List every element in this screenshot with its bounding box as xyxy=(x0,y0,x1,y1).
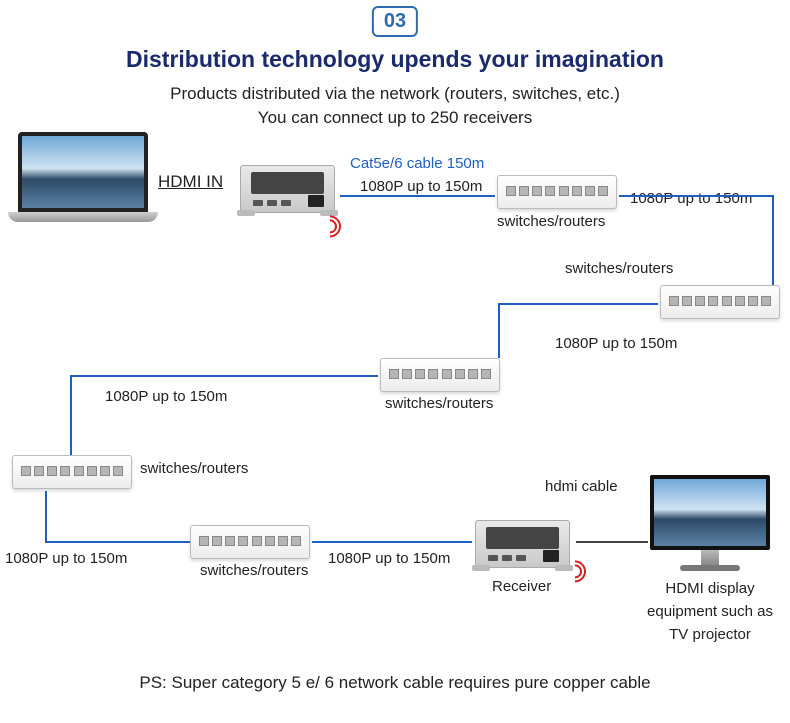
display-label-1: HDMI display xyxy=(640,580,780,597)
hdmi-in-label: HDMI IN xyxy=(158,172,223,192)
subtitle-2: You can connect up to 250 receivers xyxy=(0,108,790,128)
switch-3 xyxy=(380,358,500,392)
switch-2-label: switches/routers xyxy=(565,260,673,277)
display-label-3: TV projector xyxy=(640,626,780,643)
switch-5 xyxy=(190,525,310,559)
main-title: Distribution technology upends your imag… xyxy=(0,46,790,73)
switch-4 xyxy=(12,455,132,489)
switch-2 xyxy=(660,285,780,319)
laptop-source xyxy=(8,132,158,232)
display-label-2: equipment such as xyxy=(630,603,790,620)
transmitter-box xyxy=(240,165,335,213)
res-label-6: 1080P up to 150m xyxy=(328,550,450,567)
switch-1-label: switches/routers xyxy=(497,213,605,230)
res-label-3: 1080P up to 150m xyxy=(555,335,677,352)
res-label-2: 1080P up to 150m xyxy=(630,190,752,207)
res-label-5: 1080P up to 150m xyxy=(5,550,127,567)
footnote: PS: Super category 5 e/ 6 network cable … xyxy=(0,673,790,693)
cat-cable-label: Cat5e/6 cable 150m xyxy=(350,155,484,172)
res-label-1: 1080P up to 150m xyxy=(360,178,482,195)
section-badge: 03 xyxy=(372,6,418,37)
receiver-label: Receiver xyxy=(492,578,551,595)
res-label-4: 1080P up to 150m xyxy=(105,388,227,405)
switch-3-label: switches/routers xyxy=(385,395,493,412)
switch-4-label: switches/routers xyxy=(140,460,248,477)
hdmi-cable-label: hdmi cable xyxy=(545,478,618,495)
hdmi-display xyxy=(650,475,770,575)
subtitle-1: Products distributed via the network (ro… xyxy=(0,84,790,104)
switch-1 xyxy=(497,175,617,209)
receiver-box xyxy=(475,520,570,568)
switch-5-label: switches/routers xyxy=(200,562,308,579)
